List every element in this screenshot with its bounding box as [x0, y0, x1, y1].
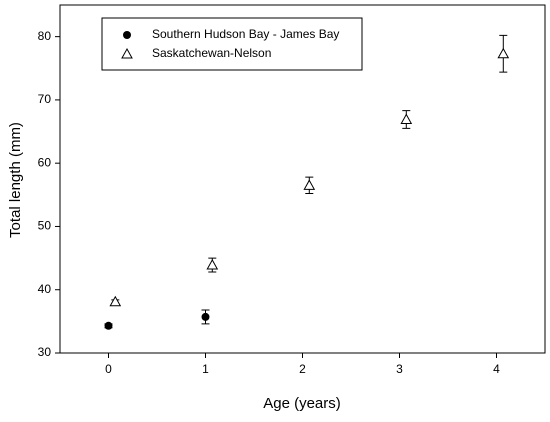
- data-point: [206, 259, 219, 270]
- x-tick-label: 0: [105, 362, 112, 376]
- legend-label: Saskatchewan-Nelson: [152, 46, 271, 60]
- legend-box: [101, 17, 363, 71]
- data-point: [497, 47, 510, 59]
- x-tick-label: 2: [299, 362, 306, 376]
- y-tick-label: 70: [38, 92, 52, 106]
- data-point: [109, 295, 122, 307]
- y-tick-label: 60: [38, 155, 52, 169]
- data-point: [303, 179, 316, 190]
- y-axis-label: Total length (mm): [7, 122, 24, 238]
- x-tick-label: 1: [202, 362, 209, 376]
- x-tick-label: 3: [396, 362, 403, 376]
- legend-marker: [121, 47, 133, 59]
- y-tick-label: 50: [38, 219, 52, 233]
- y-tick-label: 40: [38, 282, 52, 296]
- legend-label: Southern Hudson Bay - James Bay: [152, 27, 339, 41]
- x-axis-label: Age (years): [263, 395, 341, 412]
- legend-marker: [123, 31, 131, 39]
- y-tick-label: 80: [38, 29, 52, 43]
- x-tick-label: 4: [493, 362, 500, 376]
- data-point: [400, 113, 413, 125]
- data-point: [201, 312, 210, 321]
- y-tick-label: 30: [38, 345, 52, 359]
- data-point: [104, 321, 113, 330]
